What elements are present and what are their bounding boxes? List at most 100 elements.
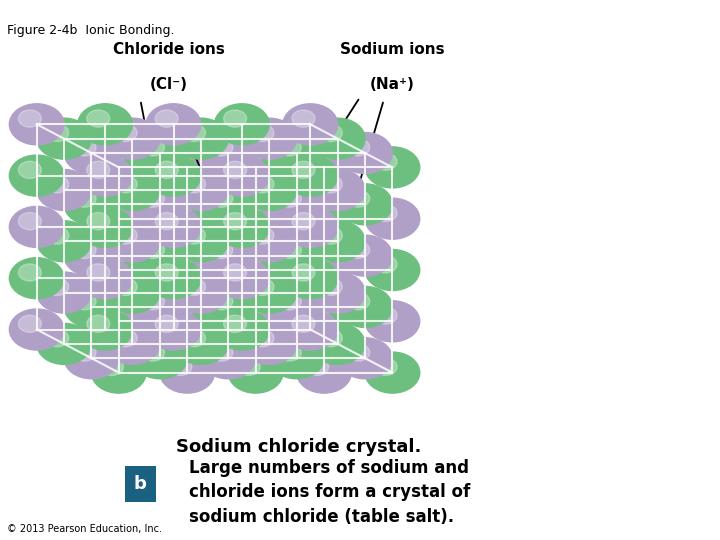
Circle shape	[283, 155, 338, 196]
Circle shape	[78, 206, 132, 247]
Circle shape	[210, 344, 233, 361]
Circle shape	[78, 258, 132, 299]
Circle shape	[338, 184, 392, 225]
Circle shape	[91, 301, 146, 342]
Circle shape	[306, 255, 328, 273]
Text: Chloride ions: Chloride ions	[113, 42, 225, 57]
Circle shape	[347, 139, 369, 156]
Circle shape	[105, 323, 160, 364]
Circle shape	[310, 323, 365, 364]
Text: Sodium ions: Sodium ions	[340, 42, 445, 57]
Circle shape	[46, 124, 68, 141]
Circle shape	[142, 241, 164, 259]
Circle shape	[238, 358, 260, 375]
Circle shape	[19, 315, 41, 333]
Circle shape	[283, 206, 338, 247]
Circle shape	[283, 104, 338, 145]
Circle shape	[169, 153, 192, 170]
Circle shape	[105, 272, 160, 313]
Circle shape	[228, 249, 283, 291]
Circle shape	[46, 227, 68, 244]
Circle shape	[37, 272, 91, 313]
Circle shape	[105, 170, 160, 211]
Circle shape	[114, 176, 137, 193]
Circle shape	[19, 213, 41, 230]
Circle shape	[156, 110, 178, 127]
Circle shape	[91, 198, 146, 239]
Circle shape	[297, 352, 351, 393]
Text: Sodium chloride crystal.: Sodium chloride crystal.	[176, 438, 422, 456]
Circle shape	[201, 235, 256, 276]
Circle shape	[242, 221, 297, 262]
Circle shape	[146, 104, 201, 145]
Circle shape	[338, 286, 392, 327]
Circle shape	[37, 323, 91, 364]
Circle shape	[228, 198, 283, 239]
Text: © 2013 Pearson Education, Inc.: © 2013 Pearson Education, Inc.	[7, 523, 162, 534]
Circle shape	[215, 258, 269, 299]
Circle shape	[215, 309, 269, 350]
Text: b: b	[134, 475, 147, 493]
Circle shape	[306, 358, 328, 375]
Circle shape	[251, 227, 274, 244]
Circle shape	[210, 139, 233, 156]
Circle shape	[73, 293, 96, 310]
Circle shape	[73, 139, 96, 156]
Circle shape	[9, 206, 64, 247]
Circle shape	[306, 153, 328, 170]
Circle shape	[320, 227, 342, 244]
Circle shape	[310, 221, 365, 262]
Circle shape	[46, 278, 68, 295]
Text: Figure 2-4b  Ionic Bonding.: Figure 2-4b Ionic Bonding.	[7, 24, 175, 37]
Circle shape	[297, 147, 351, 188]
Circle shape	[78, 104, 132, 145]
Circle shape	[269, 235, 324, 276]
Circle shape	[338, 338, 392, 379]
Circle shape	[37, 170, 91, 211]
Circle shape	[210, 293, 233, 310]
Circle shape	[142, 344, 164, 361]
Circle shape	[142, 293, 164, 310]
Circle shape	[132, 235, 187, 276]
Circle shape	[9, 104, 64, 145]
Circle shape	[132, 132, 187, 173]
Circle shape	[174, 323, 228, 364]
Circle shape	[73, 344, 96, 361]
Circle shape	[37, 118, 91, 159]
Circle shape	[306, 307, 328, 324]
Circle shape	[374, 255, 397, 273]
Circle shape	[169, 358, 192, 375]
Circle shape	[251, 278, 274, 295]
Circle shape	[19, 161, 41, 179]
Circle shape	[101, 204, 123, 221]
Circle shape	[19, 110, 41, 127]
Circle shape	[114, 124, 137, 141]
Circle shape	[283, 309, 338, 350]
Circle shape	[242, 323, 297, 364]
Circle shape	[183, 227, 205, 244]
Circle shape	[338, 132, 392, 173]
Circle shape	[64, 338, 119, 379]
Circle shape	[215, 104, 269, 145]
Circle shape	[174, 118, 228, 159]
Circle shape	[297, 249, 351, 291]
Circle shape	[251, 329, 274, 347]
Circle shape	[132, 184, 187, 225]
Text: Large numbers of sodium and
chloride ions form a crystal of
sodium chloride (tab: Large numbers of sodium and chloride ion…	[189, 459, 471, 525]
Circle shape	[183, 176, 205, 193]
Circle shape	[320, 176, 342, 193]
Circle shape	[242, 170, 297, 211]
Circle shape	[292, 213, 315, 230]
Circle shape	[114, 227, 137, 244]
Circle shape	[292, 161, 315, 179]
FancyBboxPatch shape	[125, 466, 156, 502]
Circle shape	[101, 153, 123, 170]
Circle shape	[156, 213, 178, 230]
Circle shape	[146, 206, 201, 247]
Circle shape	[46, 176, 68, 193]
Text: (Cl⁻): (Cl⁻)	[150, 77, 188, 92]
Circle shape	[269, 132, 324, 173]
Circle shape	[183, 124, 205, 141]
Circle shape	[9, 155, 64, 196]
Circle shape	[320, 124, 342, 141]
